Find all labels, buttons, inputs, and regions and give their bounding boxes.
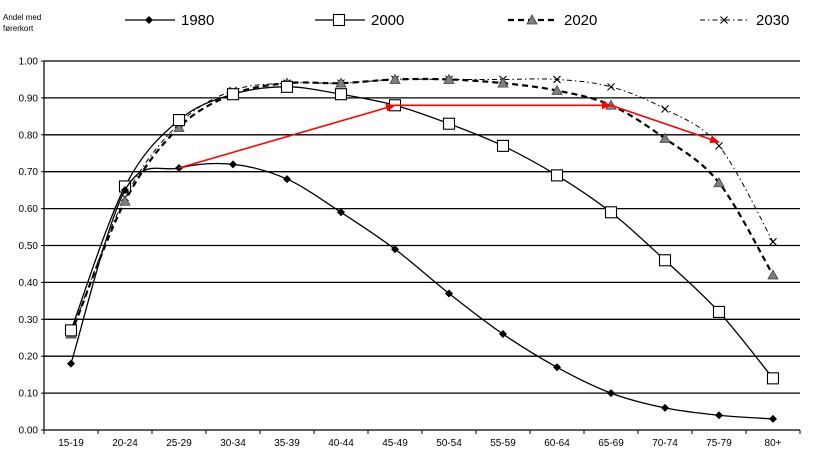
annotation-arrow-1 xyxy=(178,103,396,169)
point-2030-60-64 xyxy=(553,75,561,84)
series-2000 xyxy=(64,80,780,385)
legend-label-2000: 2000 xyxy=(371,12,404,29)
point-2000-35-39 xyxy=(280,80,294,93)
legend: 1980 2000 2020 2030 xyxy=(125,12,789,29)
y-tick-1.00: 1.00 xyxy=(19,57,39,68)
axes xyxy=(41,60,801,434)
point-1980-35-39 xyxy=(283,175,291,184)
x-tick-30-34: 30-34 xyxy=(220,438,246,449)
point-2000-40-44 xyxy=(334,88,348,101)
point-1980-20-24 xyxy=(121,186,129,195)
x-tick-70-74: 70-74 xyxy=(652,438,678,449)
legend-item-2030: 2030 xyxy=(700,12,789,29)
y-axis-label-line-1: Andel med xyxy=(3,13,41,22)
point-2020-60-64 xyxy=(551,84,563,95)
point-2030-65-69 xyxy=(607,82,615,91)
y-tick-labels: 0.00 0.10 0.20 0.30 0.40 0.50 0.60 0.70 0.80 0.90… xyxy=(19,57,39,437)
point-1980-50-54 xyxy=(445,289,453,298)
x-tick-75-79: 75-79 xyxy=(706,438,732,449)
y-tick-0.70: 0.70 xyxy=(19,167,39,178)
point-1980-40-44 xyxy=(337,208,345,217)
y-tick-0.40: 0.40 xyxy=(19,278,39,289)
point-2020-25-29 xyxy=(173,121,185,132)
y-tick-0.90: 0.90 xyxy=(19,93,39,104)
x-tick-35-39: 35-39 xyxy=(274,438,300,449)
legend-marker-2020 xyxy=(526,14,538,25)
point-1980-60-64 xyxy=(553,363,561,372)
point-1980-15-19 xyxy=(67,359,75,368)
x-tick-80+: 80+ xyxy=(765,438,782,449)
y-axis-label: Andel med førerkort xyxy=(3,13,41,33)
x-tick-65-69: 65-69 xyxy=(598,438,624,449)
y-tick-0.10: 0.10 xyxy=(19,389,39,400)
x-tick-55-59: 55-59 xyxy=(490,438,516,449)
point-2000-70-74 xyxy=(658,254,672,267)
point-2030-70-74 xyxy=(661,105,669,113)
legend-marker-2030 xyxy=(720,16,728,24)
point-2000-15-19 xyxy=(64,324,78,337)
x-tick-45-49: 45-49 xyxy=(382,438,408,449)
point-2000-55-59 xyxy=(496,139,510,152)
point-2000-50-54 xyxy=(442,117,456,130)
point-1980-55-59 xyxy=(499,330,507,339)
legend-marker-1980 xyxy=(145,16,153,24)
point-2000-25-29 xyxy=(172,113,186,127)
y-axis-label-line-2: førerkort xyxy=(3,24,34,33)
legend-label-2020: 2020 xyxy=(564,12,597,29)
point-2000-80+ xyxy=(766,372,780,385)
y-tick-0.50: 0.50 xyxy=(19,241,39,252)
y-tick-0.20: 0.20 xyxy=(19,352,39,363)
point-1980-70-74 xyxy=(661,403,669,412)
series-1980 xyxy=(67,160,777,423)
x-tick-60-64: 60-64 xyxy=(544,438,570,449)
point-1980-45-49 xyxy=(391,245,399,254)
gridlines xyxy=(44,60,800,394)
annotation-arrow-3 xyxy=(610,104,720,144)
point-2000-60-64 xyxy=(550,169,564,182)
legend-label-2030: 2030 xyxy=(756,12,789,29)
point-2030-75-79 xyxy=(715,141,723,150)
x-tick-15-19: 15-19 xyxy=(58,438,84,449)
point-2020-55-59 xyxy=(497,77,509,88)
point-1980-80+ xyxy=(769,414,777,423)
point-1980-30-34 xyxy=(229,160,237,169)
legend-label-1980: 1980 xyxy=(181,12,214,29)
point-2020-50-54 xyxy=(443,73,455,84)
point-2000-75-79 xyxy=(712,305,726,318)
point-2020-70-74 xyxy=(659,132,671,143)
legend-item-1980: 1980 xyxy=(125,12,214,29)
x-tick-50-54: 50-54 xyxy=(436,438,462,449)
x-tick-20-24: 20-24 xyxy=(112,438,138,449)
point-2000-30-34 xyxy=(226,88,240,101)
y-tick-0.30: 0.30 xyxy=(19,315,39,326)
point-2020-75-79 xyxy=(713,176,725,188)
y-tick-0.00: 0.00 xyxy=(19,426,39,437)
point-1980-65-69 xyxy=(607,389,615,398)
point-2020-80+ xyxy=(767,269,779,280)
x-tick-25-29: 25-29 xyxy=(166,438,192,449)
y-tick-0.60: 0.60 xyxy=(19,204,39,215)
annotation-arrows xyxy=(178,101,720,169)
point-2020-45-49 xyxy=(389,73,401,84)
x-tick-labels: 15-19 20-24 25-29 30-34 35-39 40-44 45-49 50-54… xyxy=(58,438,781,449)
legend-item-2000: 2000 xyxy=(315,12,404,29)
legend-item-2020: 2020 xyxy=(508,12,597,29)
point-1980-75-79 xyxy=(715,411,723,420)
series-lines xyxy=(64,73,780,423)
series-line-1980 xyxy=(70,162,774,420)
point-2030-80+ xyxy=(769,237,777,246)
point-2020-20-24 xyxy=(119,195,131,206)
y-tick-0.80: 0.80 xyxy=(19,130,39,141)
legend-marker-2000 xyxy=(332,13,346,27)
point-2020-40-44 xyxy=(335,77,347,88)
point-2000-65-69 xyxy=(604,206,618,219)
x-tick-40-44: 40-44 xyxy=(328,438,354,449)
